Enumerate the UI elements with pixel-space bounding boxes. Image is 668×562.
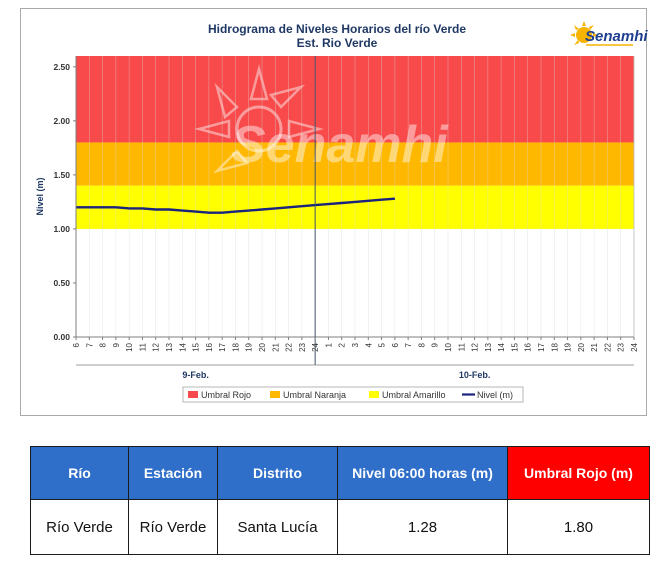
x-tick-label: 20 — [258, 342, 267, 351]
x-tick-label: 17 — [537, 342, 546, 351]
hydrograph-chart: Senamhi 0.000.501.001.502.002.506 7 8 9 10 11… — [35, 21, 648, 403]
y-tick-label: 1.50 — [53, 170, 70, 180]
sun-watermark-icon — [194, 64, 324, 174]
logo-text: Senamhi — [585, 28, 648, 45]
x-tick-label: 24 — [630, 342, 639, 351]
day-label: 9-Feb. — [182, 370, 209, 380]
legend-label: Umbral Amarillo — [382, 390, 446, 400]
y-tick-label: 1.00 — [53, 224, 70, 234]
x-tick-label: 5 — [378, 342, 387, 347]
x-tick-label: 16 — [205, 342, 214, 351]
x-tick-label: 12 — [471, 342, 480, 351]
x-tick-label: 19 — [245, 342, 254, 351]
legend-label: Nivel (m) — [477, 390, 513, 400]
chart-frame: Senamhi 0.00 0.50 1.00 1.50 2.00 2.50 6 7 8 9 10 11… — [20, 8, 648, 416]
watermark-text: Senamhi — [231, 116, 449, 174]
legend: Umbral Rojo Umbral Naranja Umbral Amarillo… — [182, 386, 524, 403]
legend-label: Umbral Rojo — [201, 390, 251, 400]
x-tick-label: 14 — [178, 342, 187, 351]
x-tick-label: 12 — [152, 342, 161, 351]
cell-estacion: Río Verde — [128, 499, 218, 555]
x-tick-label: 21 — [590, 342, 599, 351]
legend-swatch — [188, 391, 198, 398]
header-umbral-rojo: Umbral Rojo (m) — [507, 446, 650, 500]
header-nivel: Nivel 06:00 horas (m) — [337, 446, 508, 500]
x-tick-label: 10 — [444, 342, 453, 351]
x-tick-label: 8 — [417, 342, 426, 347]
x-tick-label: 8 — [99, 342, 108, 347]
table-header-row: Río Estación Distrito Nivel 06:00 horas … — [30, 446, 650, 500]
chart-titles: Hidrograma de Niveles Horarios del río V… — [208, 22, 466, 50]
series-layer — [76, 197, 395, 214]
x-tick-label: 21 — [271, 342, 280, 351]
series-line-0 — [76, 197, 395, 214]
legend-swatch — [369, 391, 379, 398]
x-tick-label: 1 — [324, 342, 333, 347]
x-tick-label: 18 — [231, 342, 240, 351]
x-tick-label: 22 — [285, 342, 294, 351]
x-tick-label: 15 — [510, 342, 519, 351]
station-table: Río Estación Distrito Nivel 06:00 horas … — [30, 446, 650, 555]
x-tick-label: 11 — [457, 342, 466, 351]
cell-rio: Río Verde — [30, 499, 129, 555]
chart-subtitle: Est. Rio Verde — [297, 36, 378, 50]
x-tick-label: 18 — [550, 342, 559, 351]
senamhi-logo: Senamhi — [570, 21, 648, 46]
cell-nivel: 1.28 — [337, 499, 508, 555]
x-tick-label: 6 — [72, 342, 81, 347]
cell-umbral-rojo: 1.80 — [507, 499, 650, 555]
watermark: Senamhi — [194, 64, 449, 174]
header-estacion: Estación — [128, 446, 218, 500]
header-distrito: Distrito — [217, 446, 338, 500]
legend-label: Umbral Naranja — [283, 390, 346, 400]
x-tick-label: 4 — [364, 342, 373, 347]
cell-distrito: Santa Lucía — [217, 499, 338, 555]
x-tick-label: 15 — [192, 342, 201, 351]
x-tick-label: 10 — [125, 342, 134, 351]
x-tick-label: 14 — [497, 342, 506, 351]
x-tick-label: 9 — [431, 342, 440, 347]
y-tick-label: 2.00 — [53, 116, 70, 126]
x-tick-label: 24 — [311, 342, 320, 351]
x-tick-label: 23 — [298, 342, 307, 351]
x-tick-label: 3 — [351, 342, 360, 347]
table-row: Río Verde Río Verde Santa Lucía 1.28 1.8… — [30, 499, 650, 555]
y-tick-label: 0.00 — [53, 332, 70, 342]
x-tick-label: 11 — [138, 342, 147, 351]
y-tick-label: 0.50 — [53, 278, 70, 288]
header-rio: Río — [30, 446, 129, 500]
x-tick-label: 2 — [338, 342, 347, 347]
sun-logo-icon — [570, 21, 598, 45]
x-tick-label: 16 — [524, 342, 533, 351]
day-label: 10-Feb. — [459, 370, 491, 380]
x-tick-label: 19 — [564, 342, 573, 351]
x-tick-label: 7 — [85, 342, 94, 347]
y-axis-title: Nivel (m) — [35, 177, 45, 215]
y-tick-label: 2.50 — [53, 62, 70, 72]
axes: 0.000.501.001.502.002.506 7 8 9 10 11 12 13 14 15… — [35, 56, 639, 380]
x-tick-label: 9 — [112, 342, 121, 347]
legend-swatch — [270, 391, 280, 398]
x-tick-label: 23 — [617, 342, 626, 351]
x-tick-label: 7 — [404, 342, 413, 347]
x-tick-label: 20 — [577, 342, 586, 351]
gridlines — [75, 56, 635, 337]
chart-title: Hidrograma de Niveles Horarios del río V… — [208, 22, 466, 36]
x-tick-label: 17 — [218, 342, 227, 351]
legend-box — [182, 386, 524, 403]
x-tick-label: 22 — [603, 342, 612, 351]
x-tick-label: 13 — [484, 342, 493, 351]
x-tick-label: 13 — [165, 342, 174, 351]
x-tick-label: 6 — [391, 342, 400, 347]
